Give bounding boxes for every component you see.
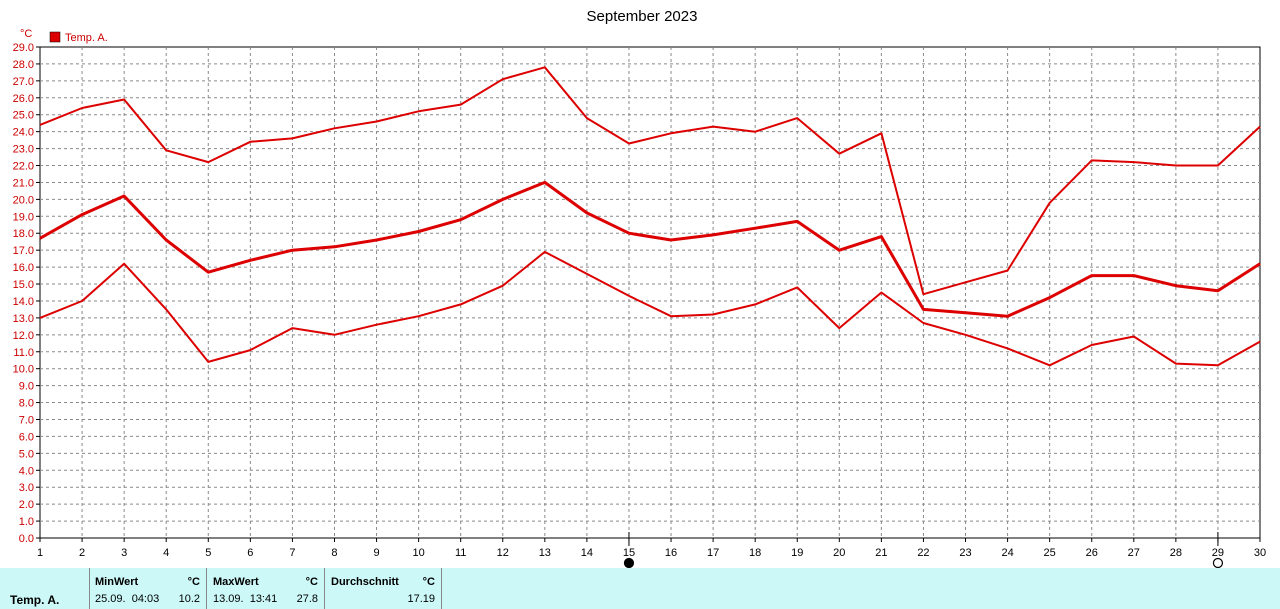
moon-markers [623, 532, 1224, 568]
y-tick-label: 24.0 [13, 127, 34, 139]
x-tick-label: 10 [412, 547, 424, 559]
y-tick-label: 3.0 [19, 482, 34, 494]
x-tick-label: 7 [289, 547, 295, 559]
max-timestamp: 13.09. 13:41 [213, 593, 278, 605]
x-tick-label: 30 [1254, 547, 1266, 559]
series-line-max [39, 66, 1261, 296]
y-tick-label: 11.0 [13, 347, 34, 359]
x-tick-label: 6 [247, 547, 253, 559]
x-tick-label: 18 [749, 547, 761, 559]
series-line-min [39, 250, 1261, 367]
y-tick-label: 1.0 [19, 516, 34, 528]
x-tick-label: 24 [1001, 547, 1013, 559]
x-tick-label: 26 [1086, 547, 1098, 559]
x-tick-label: 14 [581, 547, 593, 559]
series-line-mean [39, 180, 1261, 318]
y-tick-label: 13.0 [13, 313, 34, 325]
average-unit: °C [422, 576, 435, 588]
y-tick-label: 25.0 [13, 110, 34, 122]
x-tick-label: 1 [37, 547, 43, 559]
x-tick-label: 23 [959, 547, 971, 559]
y-tick-label: 18.0 [13, 228, 34, 240]
x-tick-label: 5 [205, 547, 211, 559]
x-axis-ticks: 1 2 3 4 5 6 7 8 9 10 11 12 13 14 15 16 17 18 19 20 21 22 23 24 2… [37, 538, 1266, 559]
legend-swatch [49, 31, 61, 43]
full-moon-icon [1212, 557, 1224, 568]
y-tick-label: 2.0 [19, 499, 34, 511]
temperature-chart: September 2023 °C Temp. A. 0.0 1.0 2.0 3.0 4… [13, 8, 1266, 568]
x-tick-label: 12 [497, 547, 509, 559]
legend-label: Temp. A. [65, 32, 108, 44]
min-value: 10.2 [178, 593, 200, 605]
y-tick-label: 9.0 [19, 381, 34, 393]
y-tick-label: 15.0 [13, 279, 34, 291]
x-tick-label: 9 [373, 547, 379, 559]
y-axis-unit: °C [20, 28, 32, 40]
y-tick-label: 16.0 [13, 262, 34, 274]
x-tick-label: 25 [1044, 547, 1056, 559]
x-tick-label: 2 [79, 547, 85, 559]
y-axis-ticks: 0.0 1.0 2.0 3.0 4.0 5.0 6.0 7.0 8.0 9.0 10.0 11.0 12… [13, 42, 40, 545]
max-cell: MaxWert °C 13.09. 13:41 27.8 [206, 568, 324, 609]
average-cell: Durchschnitt °C 17.19 [324, 568, 442, 609]
x-tick-label: 4 [163, 547, 169, 559]
y-tick-label: 23.0 [13, 144, 34, 156]
y-tick-label: 10.0 [13, 364, 34, 376]
x-tick-label: 11 [455, 547, 466, 559]
grid [39, 46, 1261, 539]
plot-frame [39, 46, 1261, 539]
x-tick-label: 15 [623, 547, 635, 559]
y-tick-label: 12.0 [13, 330, 34, 342]
x-tick-label: 19 [791, 547, 803, 559]
x-tick-label: 8 [331, 547, 337, 559]
y-tick-label: 8.0 [19, 398, 34, 410]
y-tick-label: 21.0 [13, 177, 34, 189]
y-tick-label: 22.0 [13, 161, 34, 173]
x-tick-label: 3 [121, 547, 127, 559]
min-unit: °C [187, 576, 200, 588]
min-cell: MinWert °C 25.09. 04:03 10.2 [89, 568, 206, 609]
x-tick-label: 13 [539, 547, 551, 559]
y-tick-label: 0.0 [19, 533, 34, 545]
x-tick-label: 29 [1212, 547, 1224, 559]
y-tick-label: 14.0 [13, 296, 34, 308]
x-tick-label: 16 [665, 547, 677, 559]
statistics-bar: Temp. A. MinWert °C 25.09. 04:03 10.2 Ma… [0, 568, 1280, 609]
y-tick-label: 26.0 [13, 93, 34, 105]
x-tick-label: 28 [1170, 547, 1182, 559]
x-tick-label: 20 [833, 547, 845, 559]
max-value: 27.8 [296, 593, 318, 605]
average-header: Durchschnitt [331, 576, 399, 588]
new-moon-icon [623, 557, 635, 568]
y-tick-label: 28.0 [13, 59, 34, 71]
chart-title: September 2023 [587, 8, 698, 25]
y-tick-label: 6.0 [19, 431, 34, 443]
y-tick-label: 27.0 [13, 76, 34, 88]
x-tick-label: 27 [1128, 547, 1140, 559]
min-header: MinWert [95, 576, 139, 588]
y-tick-label: 19.0 [13, 211, 34, 223]
min-timestamp: 25.09. 04:03 [95, 593, 160, 605]
average-value: 17.19 [407, 593, 435, 605]
max-header: MaxWert [213, 576, 259, 588]
max-unit: °C [305, 576, 318, 588]
y-tick-label: 29.0 [13, 42, 34, 54]
y-tick-label: 4.0 [19, 465, 34, 477]
x-tick-label: 21 [875, 547, 887, 559]
series-lines [39, 66, 1261, 367]
y-tick-label: 7.0 [19, 414, 34, 426]
y-tick-label: 5.0 [19, 448, 34, 460]
x-tick-label: 17 [707, 547, 719, 559]
stats-row-label: Temp. A. [10, 593, 60, 607]
y-tick-label: 20.0 [13, 194, 34, 206]
x-tick-label: 22 [917, 547, 929, 559]
y-tick-label: 17.0 [13, 245, 34, 257]
